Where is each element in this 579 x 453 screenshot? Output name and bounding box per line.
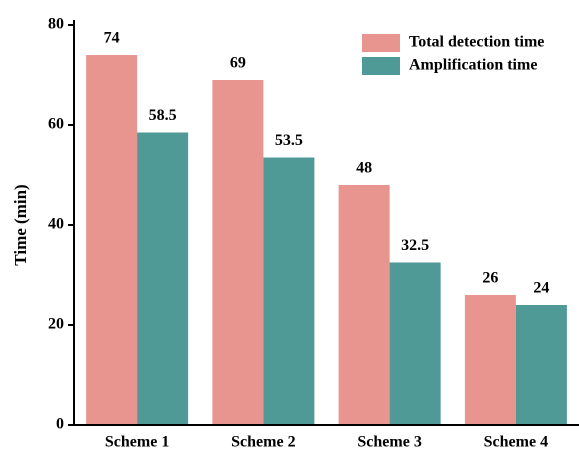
bar <box>515 305 567 425</box>
legend-swatch <box>362 57 400 75</box>
y-tick-label: 20 <box>48 316 64 333</box>
x-tick-label: Scheme 3 <box>357 434 421 451</box>
x-tick-label: Scheme 4 <box>484 434 548 451</box>
value-label: 24 <box>533 280 549 297</box>
legend-swatch <box>362 34 400 52</box>
value-label: 58.5 <box>149 107 177 124</box>
y-axis-label: Time (min) <box>11 184 30 265</box>
y-tick-label: 60 <box>48 116 64 133</box>
x-tick-label: Scheme 2 <box>231 434 295 451</box>
bar <box>212 80 264 425</box>
value-label: 26 <box>482 270 498 287</box>
legend-label: Amplification time <box>409 57 537 74</box>
y-tick-label: 0 <box>56 416 64 433</box>
bar <box>338 185 390 425</box>
value-label: 74 <box>104 30 120 47</box>
value-label: 53.5 <box>275 132 303 149</box>
bar <box>389 262 441 425</box>
y-tick-label: 40 <box>48 216 64 233</box>
value-label: 48 <box>356 160 372 177</box>
bar <box>263 157 315 425</box>
value-label: 32.5 <box>401 237 429 254</box>
bar <box>86 55 138 425</box>
bar <box>137 132 189 425</box>
x-tick-label: Scheme 1 <box>105 434 169 451</box>
legend-label: Total detection time <box>409 34 544 51</box>
value-label: 69 <box>230 55 246 72</box>
bar <box>464 295 516 425</box>
y-tick-label: 80 <box>48 16 64 33</box>
